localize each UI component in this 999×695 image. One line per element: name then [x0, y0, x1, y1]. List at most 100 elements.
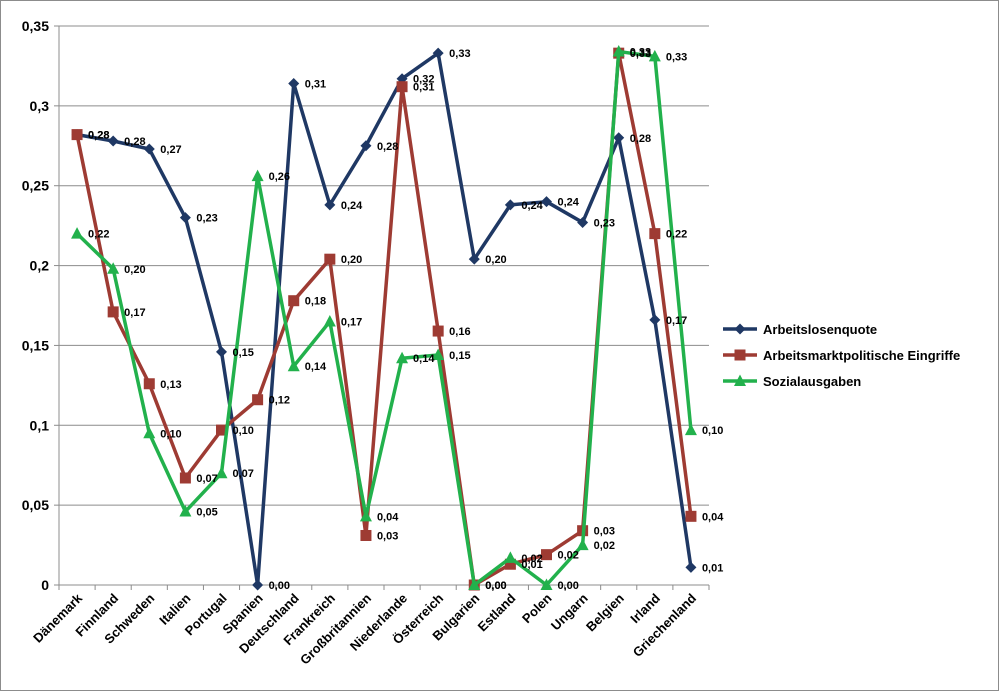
data-label: 0,33: [630, 47, 651, 59]
data-point-marker: [107, 306, 119, 318]
data-label: 0,10: [160, 428, 181, 440]
data-label: 0,00: [485, 580, 506, 592]
data-point-marker: [360, 529, 372, 541]
data-point-marker: [288, 295, 300, 307]
data-point-marker: [179, 212, 191, 224]
y-tick-label: 0,05: [22, 497, 49, 513]
data-label: 0,33: [449, 48, 470, 60]
data-label: 0,22: [88, 229, 109, 241]
data-point-marker: [432, 325, 444, 337]
data-point-marker: [734, 323, 746, 335]
data-point-marker: [685, 561, 697, 573]
series-2: [71, 47, 697, 591]
legend[interactable]: Arbeitslosenquote Arbeitsmarktpolitische …: [723, 322, 960, 389]
data-label: 0,12: [269, 395, 290, 407]
x-axis: DänemarkFinnlandSchwedenItalienPortugalS…: [30, 584, 710, 668]
y-tick-label: 0: [41, 577, 49, 593]
data-label: 0,10: [233, 425, 254, 437]
y-tick-label: 0,35: [22, 18, 49, 34]
data-label: 0,28: [88, 130, 109, 142]
data-label: 0,03: [594, 526, 615, 538]
data-point-marker: [252, 579, 264, 591]
y-tick-label: 0,3: [30, 98, 50, 114]
series-3: [71, 45, 697, 590]
data-label: 0,28: [124, 136, 145, 148]
data-point-marker: [541, 196, 552, 208]
data-point-marker: [649, 314, 661, 326]
data-label: 0,20: [341, 254, 362, 266]
data-label: 0,02: [594, 540, 615, 552]
data-point-marker: [143, 378, 155, 390]
data-point-marker: [324, 253, 336, 265]
data-label: 0,04: [702, 511, 724, 523]
data-label: 0,23: [196, 213, 217, 225]
legend-item[interactable]: Arbeitslosenquote: [723, 322, 877, 337]
data-point-marker: [216, 346, 227, 358]
legend-item[interactable]: Arbeitsmarktpolitische Eingriffe: [723, 348, 960, 363]
data-point-marker: [432, 348, 445, 361]
data-point-marker: [504, 199, 516, 211]
data-label: 0,02: [558, 550, 579, 562]
data-point-marker: [143, 426, 156, 439]
data-point-marker: [468, 253, 480, 265]
data-point-marker: [576, 538, 589, 551]
data-label: 0,14: [305, 361, 327, 373]
data-label: 0,17: [341, 316, 362, 328]
data-point-marker: [288, 77, 300, 89]
data-point-marker: [359, 509, 372, 522]
data-label: 0,31: [413, 82, 434, 94]
data-label: 0,24: [341, 200, 363, 212]
x-tick-label: Belgien: [583, 590, 627, 634]
y-tick-label: 0,1: [30, 417, 50, 433]
legend-item[interactable]: Sozialausgaben: [723, 374, 861, 389]
data-label: 0,24: [558, 197, 580, 209]
y-tick-label: 0,2: [30, 258, 50, 274]
data-point-marker: [179, 505, 192, 517]
data-label: 0,18: [305, 296, 326, 308]
data-label: 0,33: [630, 48, 651, 60]
data-point-marker: [215, 466, 228, 479]
data-point-marker: [71, 129, 83, 141]
data-label: 0,24: [521, 200, 543, 212]
data-point-marker: [504, 551, 517, 563]
data-label: 0,00: [269, 580, 290, 592]
data-point-marker: [540, 578, 553, 590]
data-label: 0,15: [233, 347, 254, 359]
data-label: 0,03: [377, 530, 398, 542]
data-point-marker: [287, 359, 300, 372]
data-point-marker: [734, 374, 746, 386]
data-point-marker: [179, 472, 191, 484]
data-point-marker: [468, 578, 481, 590]
series-line: [76, 51, 693, 587]
data-point-marker: [684, 423, 697, 436]
data-label: 0,20: [485, 254, 506, 266]
data-point-marker: [612, 45, 625, 57]
data-label: 0,17: [124, 307, 145, 319]
data-point-marker: [396, 81, 408, 93]
data-point-marker: [432, 47, 444, 59]
data-label: 0,01: [521, 559, 542, 571]
data-label: 0,16: [449, 326, 470, 338]
data-label: 0,22: [666, 229, 687, 241]
data-label: 0,28: [377, 141, 398, 153]
legend-label: Arbeitsmarktpolitische Eingriffe: [763, 348, 960, 363]
data-label: 0,14: [413, 353, 435, 365]
data-point-marker: [360, 140, 372, 152]
data-point-marker: [504, 558, 516, 570]
data-label: 0,27: [160, 144, 181, 156]
data-label: 0,10: [702, 425, 723, 437]
data-label: 0,00: [485, 580, 506, 592]
x-tick-label: Estland: [475, 590, 519, 634]
y-tick-label: 0,25: [22, 178, 49, 194]
data-label: 0,15: [449, 350, 470, 362]
data-point-marker: [143, 143, 155, 155]
data-label: 0,23: [594, 217, 615, 229]
data-point-marker: [107, 135, 119, 147]
data-point-marker: [324, 199, 336, 211]
data-label: 0,17: [666, 315, 687, 327]
data-point-marker: [396, 351, 409, 364]
data-label: 0,07: [233, 468, 254, 480]
data-label: 0,07: [196, 473, 217, 485]
